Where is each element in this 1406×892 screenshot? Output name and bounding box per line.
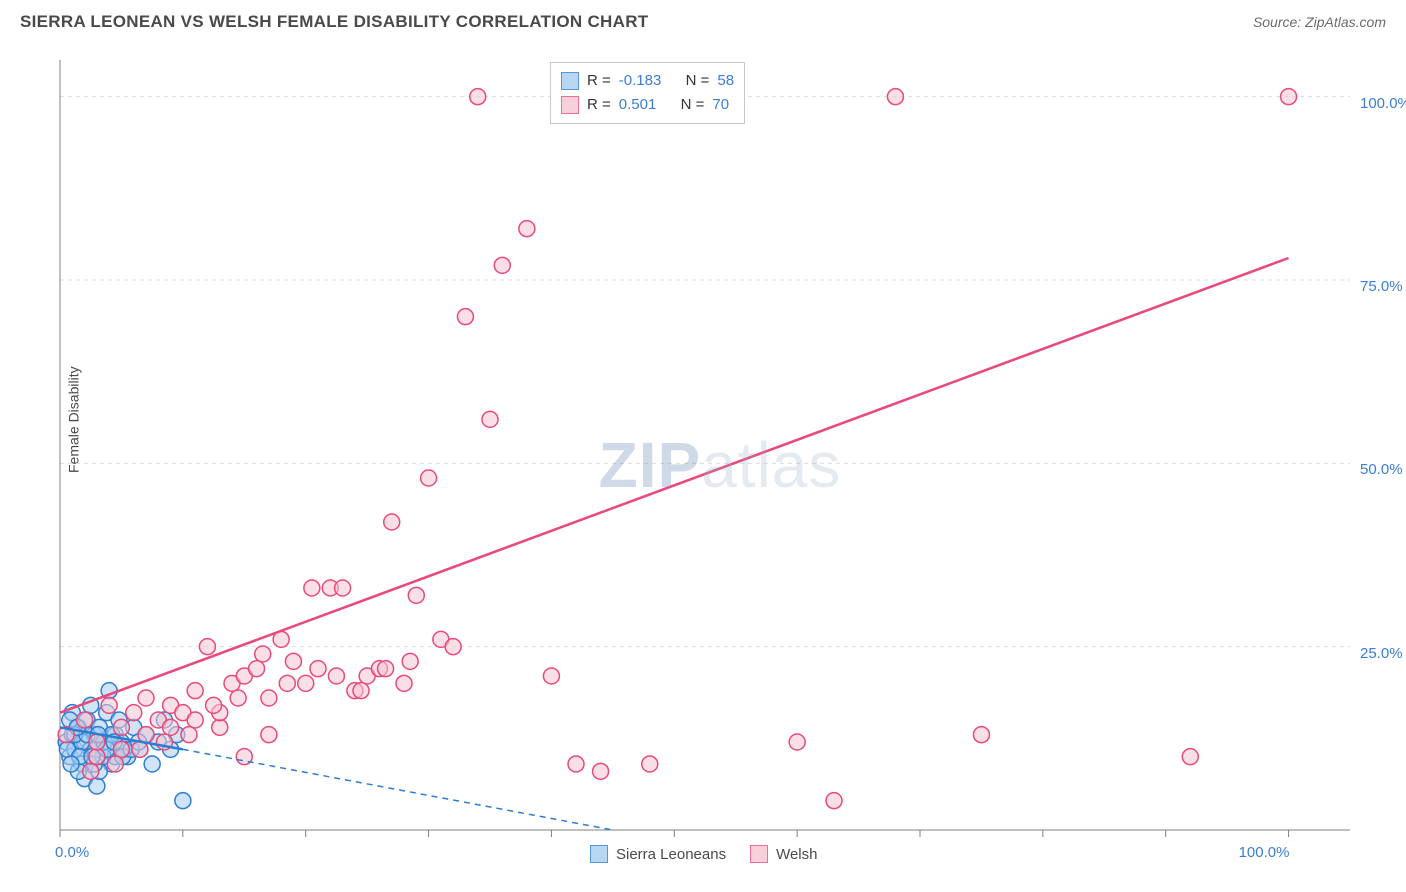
chart-container: Female Disability ZIPatlas R = -0.183 N …	[50, 50, 1390, 880]
series-legend: Sierra Leoneans Welsh	[590, 845, 817, 863]
y-tick-label: 100.0%	[1360, 95, 1406, 112]
chart-title: SIERRA LEONEAN VS WELSH FEMALE DISABILIT…	[20, 12, 648, 32]
series-swatch	[561, 96, 579, 114]
n-value: 58	[717, 69, 734, 93]
y-tick-label: 25.0%	[1360, 645, 1403, 662]
series-swatch	[561, 72, 579, 90]
x-tick-label: 0.0%	[55, 844, 89, 861]
x-tick-label: 100.0%	[1239, 844, 1290, 861]
legend-swatch	[590, 845, 608, 863]
r-value: -0.183	[619, 69, 662, 93]
legend-item: Welsh	[750, 845, 817, 863]
correlation-stats-box: R = -0.183 N = 58R = 0.501 N = 70	[550, 62, 745, 124]
legend-label: Welsh	[776, 846, 817, 863]
scatter-chart	[50, 50, 1390, 880]
source-attribution: Source: ZipAtlas.com	[1253, 14, 1386, 30]
legend-label: Sierra Leoneans	[616, 846, 726, 863]
stats-row: R = -0.183 N = 58	[561, 69, 734, 93]
y-tick-label: 75.0%	[1360, 278, 1403, 295]
legend-swatch	[750, 845, 768, 863]
r-value: 0.501	[619, 93, 657, 117]
legend-item: Sierra Leoneans	[590, 845, 726, 863]
stats-row: R = 0.501 N = 70	[561, 93, 734, 117]
y-tick-label: 50.0%	[1360, 461, 1403, 478]
n-value: 70	[712, 93, 729, 117]
